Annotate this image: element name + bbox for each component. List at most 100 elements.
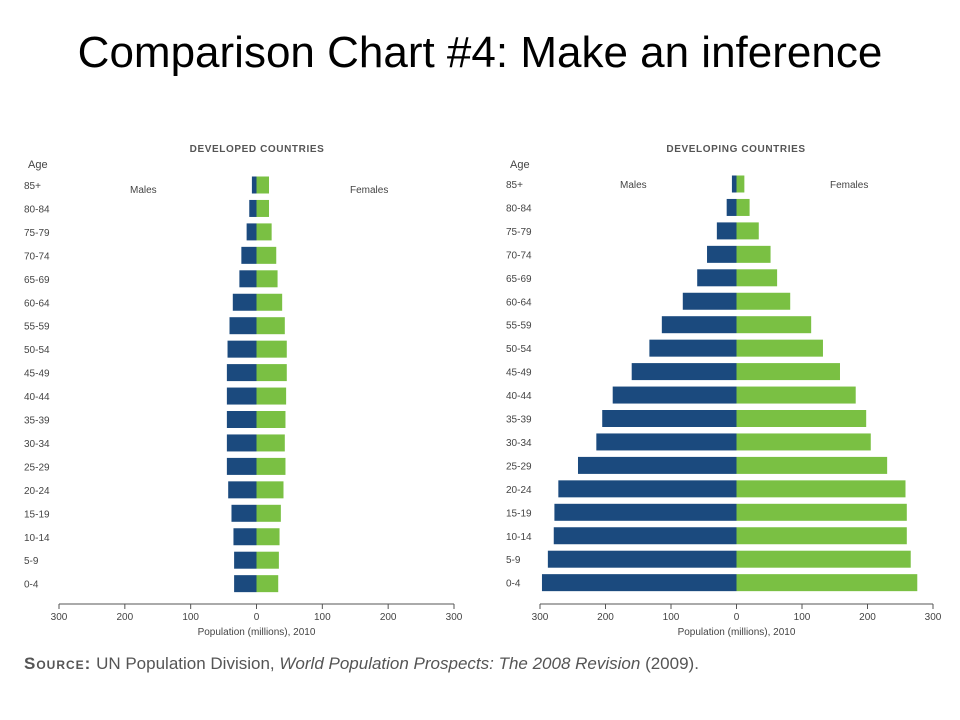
developed-bar-males-65-69 bbox=[239, 270, 257, 288]
developed-bar-males-45-49 bbox=[226, 364, 257, 382]
developed-bar-males-50-54 bbox=[227, 340, 257, 358]
source-label: Source: bbox=[24, 654, 92, 673]
developed-age-tick-label: 70-74 bbox=[24, 251, 50, 262]
developing-bar-females-70-74 bbox=[736, 245, 771, 263]
developing-bar-males-10-14 bbox=[553, 527, 737, 545]
developing-bar-females-40-44 bbox=[736, 386, 856, 404]
developed-bar-females-0-4 bbox=[256, 575, 279, 593]
developing-bar-females-15-19 bbox=[736, 503, 907, 521]
developed-x-tick-label: 0 bbox=[254, 612, 260, 623]
developing-age-tick-label: 85+ bbox=[506, 180, 523, 191]
developed-bar-males-60-64 bbox=[232, 293, 257, 311]
developed-bar-females-35-39 bbox=[256, 411, 286, 428]
developing-age-tick-label: 20-24 bbox=[506, 485, 532, 496]
developing-age-tick-label: 30-34 bbox=[506, 438, 532, 449]
developed-bar-males-25-29 bbox=[226, 457, 257, 475]
source-text: UN Population Division, bbox=[91, 654, 280, 673]
developing-bar-males-30-34 bbox=[596, 433, 737, 451]
developed-age-tick-label: 15-19 bbox=[24, 509, 50, 520]
developed-age-tick-label: 20-24 bbox=[24, 486, 50, 497]
developed-legend-males: Males bbox=[130, 185, 157, 196]
developing-age-tick-label: 5-9 bbox=[506, 555, 521, 566]
developed-age-tick-label: 85+ bbox=[24, 181, 41, 192]
developing-bar-females-65-69 bbox=[736, 269, 778, 287]
developing-age-tick-label: 45-49 bbox=[506, 368, 532, 379]
developing-bar-males-50-54 bbox=[649, 339, 737, 357]
developed-x-tick-label: 200 bbox=[116, 612, 133, 623]
slide-title: Comparison Chart #4: Make an inference bbox=[77, 28, 883, 77]
developed-bar-males-70-74 bbox=[241, 246, 257, 264]
developing-x-tick-label: 300 bbox=[532, 612, 549, 623]
developed-bar-females-40-44 bbox=[256, 387, 287, 405]
developing-legend-females: Females bbox=[830, 180, 868, 191]
developing-bar-males-25-29 bbox=[577, 456, 737, 474]
developing-bar-males-55-59 bbox=[661, 316, 737, 334]
developed-chart-title: DEVELOPED COUNTRIES bbox=[190, 144, 325, 155]
source-note: Source: UN Population Division, World Po… bbox=[24, 654, 699, 674]
developing-bar-females-0-4 bbox=[736, 574, 918, 592]
developing-legend-males: Males bbox=[620, 180, 647, 191]
developed-age-tick-label: 0-4 bbox=[24, 580, 39, 591]
developing-bar-males-20-24 bbox=[558, 480, 737, 498]
developing-x-axis-label: Population (millions), 2010 bbox=[678, 627, 796, 638]
developing-age-tick-label: 40-44 bbox=[506, 391, 532, 402]
developed-age-tick-label: 35-39 bbox=[24, 416, 50, 427]
developing-bar-females-20-24 bbox=[736, 480, 906, 498]
developed-bar-males-30-34 bbox=[226, 434, 257, 452]
developing-age-tick-label: 25-29 bbox=[506, 461, 532, 472]
developing-bar-females-10-14 bbox=[736, 527, 907, 545]
developed-bar-males-15-19 bbox=[231, 504, 257, 522]
developed-bar-females-30-34 bbox=[256, 434, 285, 452]
developed-age-tick-label: 25-29 bbox=[24, 462, 50, 473]
developing-bar-females-55-59 bbox=[736, 316, 812, 334]
developing-x-tick-label: 0 bbox=[734, 612, 740, 623]
developed-x-tick-label: 300 bbox=[51, 612, 68, 623]
developed-age-tick-label: 55-59 bbox=[24, 322, 50, 333]
developed-bar-males-85+ bbox=[251, 176, 257, 194]
developed-bar-males-40-44 bbox=[226, 387, 257, 405]
developed-age-tick-label: 65-69 bbox=[24, 275, 50, 286]
developing-bar-females-35-39 bbox=[736, 410, 867, 427]
developing-age-tick-label: 35-39 bbox=[506, 415, 532, 426]
developed-age-tick-label: 50-54 bbox=[24, 345, 50, 356]
developing-age-tick-label: 70-74 bbox=[506, 250, 532, 261]
developed-age-tick-label: 30-34 bbox=[24, 439, 50, 450]
developing-bar-females-30-34 bbox=[736, 433, 871, 451]
developing-bar-females-75-79 bbox=[736, 222, 759, 240]
developed-age-tick-label: 75-79 bbox=[24, 228, 50, 239]
developing-bar-males-65-69 bbox=[697, 269, 737, 287]
developing-bar-males-80-84 bbox=[726, 198, 737, 216]
developed-x-tick-label: 100 bbox=[314, 612, 331, 623]
developing-bar-males-70-74 bbox=[707, 245, 737, 263]
developed-bar-females-5-9 bbox=[256, 551, 279, 569]
developing-age-tick-label: 80-84 bbox=[506, 203, 532, 214]
pyramid-charts: DEVELOPED COUNTRIES Age Males Females 85+ 80-… bbox=[24, 144, 942, 638]
source-year: (2009). bbox=[640, 654, 699, 673]
developed-bar-males-35-39 bbox=[226, 411, 257, 428]
developed-bar-males-80-84 bbox=[249, 199, 257, 217]
developing-age-tick-label: 75-79 bbox=[506, 227, 532, 238]
developed-bar-females-75-79 bbox=[256, 223, 272, 241]
developed-age-axis-label: Age bbox=[28, 159, 48, 171]
developed-bar-females-70-74 bbox=[256, 246, 277, 264]
developing-bar-males-5-9 bbox=[547, 550, 737, 568]
developing-bar-males-15-19 bbox=[554, 503, 737, 521]
developing-age-tick-label: 60-64 bbox=[506, 297, 532, 308]
developing-bar-females-5-9 bbox=[736, 550, 911, 568]
developing-age-tick-label: 15-19 bbox=[506, 508, 532, 519]
developed-age-tick-label: 80-84 bbox=[24, 204, 50, 215]
developing-age-tick-label: 50-54 bbox=[506, 344, 532, 355]
developed-bar-females-20-24 bbox=[256, 481, 284, 499]
developed-x-tick-label: 100 bbox=[182, 612, 199, 623]
developing-bar-males-85+ bbox=[731, 175, 737, 193]
developing-bar-females-60-64 bbox=[736, 292, 791, 310]
developing-bar-females-50-54 bbox=[736, 339, 823, 357]
developed-bar-males-20-24 bbox=[228, 481, 257, 499]
developed-bar-females-45-49 bbox=[256, 364, 287, 382]
developed-x-tick-label: 300 bbox=[446, 612, 463, 623]
developed-age-tick-label: 60-64 bbox=[24, 298, 50, 309]
developing-bar-females-25-29 bbox=[736, 456, 888, 474]
developing-bar-males-0-4 bbox=[541, 574, 737, 592]
developed-bar-females-15-19 bbox=[256, 504, 281, 522]
developed-legend-females: Females bbox=[350, 185, 388, 196]
